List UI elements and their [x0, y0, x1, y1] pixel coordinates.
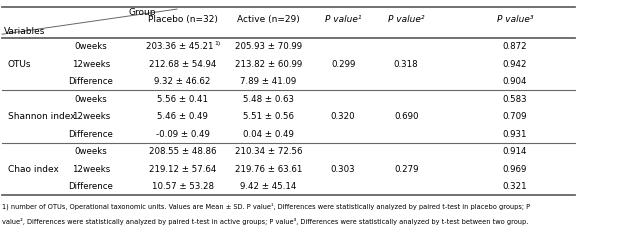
Text: 0.709: 0.709 [503, 112, 527, 121]
Text: 0.942: 0.942 [503, 60, 527, 69]
Text: 7.89 ± 41.09: 7.89 ± 41.09 [241, 77, 297, 86]
Text: 212.68 ± 54.94: 212.68 ± 54.94 [149, 60, 216, 69]
Text: 0weeks: 0weeks [75, 147, 108, 156]
Text: 0.690: 0.690 [394, 112, 419, 121]
Text: P value¹: P value¹ [325, 15, 361, 24]
Text: 203.36 ± 45.21: 203.36 ± 45.21 [146, 42, 219, 51]
Text: Variables: Variables [4, 27, 45, 36]
Text: Difference: Difference [68, 130, 113, 139]
Text: 0.279: 0.279 [394, 165, 419, 174]
Text: 1) number of OTUs, Operational taxonomic units. Values are Mean ± SD. P value¹, : 1) number of OTUs, Operational taxonomic… [2, 202, 530, 210]
Text: 12weeks: 12weeks [72, 60, 110, 69]
Text: Chao index: Chao index [8, 165, 58, 174]
Text: Group: Group [129, 8, 156, 17]
Text: 0.299: 0.299 [331, 60, 355, 69]
Text: -0.09 ± 0.49: -0.09 ± 0.49 [156, 130, 210, 139]
Text: 1): 1) [214, 41, 220, 46]
Text: value², Differences were statistically analyzed by paired t-test in active group: value², Differences were statistically a… [2, 218, 529, 225]
Text: 12weeks: 12weeks [72, 165, 110, 174]
Text: 5.46 ± 0.49: 5.46 ± 0.49 [157, 112, 208, 121]
Text: 0.321: 0.321 [503, 182, 527, 191]
Text: 9.32 ± 46.62: 9.32 ± 46.62 [154, 77, 211, 86]
Text: 219.76 ± 63.61: 219.76 ± 63.61 [235, 165, 302, 174]
Text: P value²: P value² [388, 15, 424, 24]
Text: OTUs: OTUs [8, 60, 31, 69]
Text: 0weeks: 0weeks [75, 42, 108, 51]
Text: 208.55 ± 48.86: 208.55 ± 48.86 [149, 147, 216, 156]
Text: 5.48 ± 0.63: 5.48 ± 0.63 [243, 94, 294, 104]
Text: 0.303: 0.303 [331, 165, 355, 174]
Text: 0.969: 0.969 [503, 165, 527, 174]
Text: 12weeks: 12weeks [72, 112, 110, 121]
Text: 0.583: 0.583 [503, 94, 527, 104]
Text: 0.872: 0.872 [503, 42, 527, 51]
Text: P value³: P value³ [497, 15, 533, 24]
Text: 213.82 ± 60.99: 213.82 ± 60.99 [235, 60, 302, 69]
Text: Placebo (n=32): Placebo (n=32) [147, 15, 218, 24]
Text: 9.42 ± 45.14: 9.42 ± 45.14 [241, 182, 297, 191]
Text: Difference: Difference [68, 77, 113, 86]
Text: 210.34 ± 72.56: 210.34 ± 72.56 [235, 147, 302, 156]
Text: Difference: Difference [68, 182, 113, 191]
Text: 5.56 ± 0.41: 5.56 ± 0.41 [157, 94, 208, 104]
Text: 0.318: 0.318 [394, 60, 419, 69]
Text: 10.57 ± 53.28: 10.57 ± 53.28 [152, 182, 213, 191]
Text: Active (n=29): Active (n=29) [237, 15, 300, 24]
Text: 0.914: 0.914 [503, 147, 527, 156]
Text: 5.51 ± 0.56: 5.51 ± 0.56 [243, 112, 294, 121]
Text: 205.93 ± 70.99: 205.93 ± 70.99 [235, 42, 302, 51]
Text: 0.904: 0.904 [503, 77, 527, 86]
Text: 0.320: 0.320 [331, 112, 355, 121]
Text: 0.04 ± 0.49: 0.04 ± 0.49 [243, 130, 294, 139]
Text: 0.931: 0.931 [503, 130, 527, 139]
Text: 0weeks: 0weeks [75, 94, 108, 104]
Text: Shannon index: Shannon index [8, 112, 75, 121]
Text: 219.12 ± 57.64: 219.12 ± 57.64 [149, 165, 216, 174]
